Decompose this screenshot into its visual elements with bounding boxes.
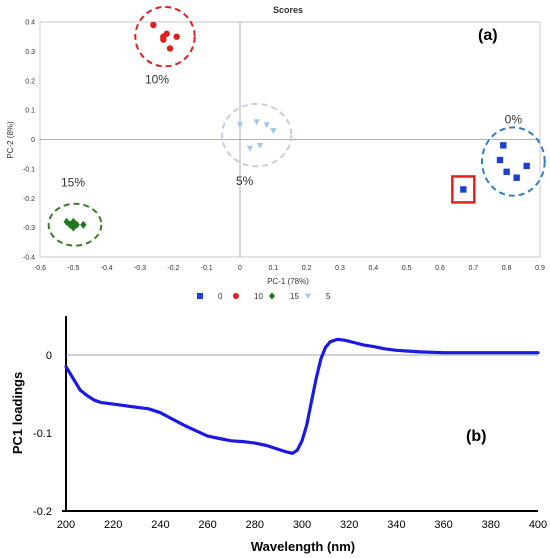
legend-marker-15 xyxy=(269,292,275,300)
score-point-5 xyxy=(270,128,277,134)
x-tick-label: -0.2 xyxy=(167,265,179,272)
panel-label-a: (a) xyxy=(478,27,498,44)
score-point-0 xyxy=(513,174,520,181)
loadings-axis-label: PC1 loadings xyxy=(10,372,25,454)
wavelength-tick-label: 200 xyxy=(57,519,75,531)
score-point-5 xyxy=(263,122,270,129)
y-tick-label: 0.1 xyxy=(25,108,35,115)
cluster-ellipse-15 xyxy=(47,202,103,247)
wavelength-tick-label: 260 xyxy=(198,519,216,531)
wavelength-tick-labels: 200 220 240 260 280 300 320 340 360 380 400 xyxy=(57,519,547,531)
score-point-10 xyxy=(163,30,170,37)
x-tick-label: -0.4 xyxy=(101,265,113,272)
loading-tick-labels: 0 -0.1 -0.2 xyxy=(33,350,52,518)
x-tick-label: 0.9 xyxy=(535,265,545,272)
score-point-15 xyxy=(63,217,70,226)
score-point-0 xyxy=(460,186,467,193)
x-tick-label: -0.6 xyxy=(34,265,46,272)
y-tick-label: 0.2 xyxy=(25,78,35,85)
score-point-15 xyxy=(80,220,87,229)
legend-marker-5 xyxy=(305,293,311,299)
cluster-label-15: 15% xyxy=(61,176,85,190)
wavelength-axis-label: Wavelength (nm) xyxy=(251,539,355,554)
x-tick-label: 0.5 xyxy=(402,265,412,272)
score-point-0 xyxy=(500,142,507,149)
scores-plot-title: Scores xyxy=(273,5,303,15)
loading-tick-label: -0.1 xyxy=(33,428,52,440)
x-tick-labels: -0.6 -0.5 -0.4 -0.3 -0.2 -0.1 0 0.1 0.2 0.3 0.4 0.5… xyxy=(34,265,545,272)
legend-label-15: 15 xyxy=(290,292,299,301)
x-tick-label: 0.2 xyxy=(302,265,312,272)
loading-tick-label: -0.2 xyxy=(33,506,52,518)
score-points xyxy=(63,21,530,232)
y-tick-label: -0.4 xyxy=(23,255,35,262)
score-point-5 xyxy=(236,122,244,129)
panel-label-b: (b) xyxy=(466,428,486,445)
cluster-ellipse-5 xyxy=(220,102,293,168)
cluster-ellipse-0 xyxy=(480,126,546,197)
legend-marker-0 xyxy=(197,293,203,299)
scores-y-axis-label: PC-2 (8%) xyxy=(6,121,15,159)
x-tick-label: 0.3 xyxy=(335,265,345,272)
y-tick-label: -0.3 xyxy=(23,225,35,232)
legend-label-5: 5 xyxy=(326,292,331,301)
legend-marker-10 xyxy=(233,293,239,299)
wavelength-tick-label: 360 xyxy=(434,519,452,531)
wavelength-tick-label: 300 xyxy=(293,519,311,531)
wavelength-tick-label: 320 xyxy=(340,519,358,531)
score-point-5 xyxy=(246,145,254,152)
x-tick-label: -0.3 xyxy=(134,265,146,272)
wavelength-tick-label: 280 xyxy=(246,519,264,531)
y-tick-labels: -0.4 -0.3 -0.2 -0.1 0 0.1 0.2 0.3 0.4 xyxy=(23,20,35,262)
y-tick-label: 0.3 xyxy=(25,49,35,56)
score-point-10 xyxy=(166,45,174,52)
x-tick-label: 0.7 xyxy=(468,265,478,272)
score-point-5 xyxy=(256,142,264,149)
score-point-10 xyxy=(173,33,180,40)
cluster-ellipses xyxy=(47,5,546,247)
legend: 0 10 15 5 xyxy=(197,292,331,301)
x-tick-label: 0.1 xyxy=(268,265,278,272)
legend-label-0: 0 xyxy=(218,292,223,301)
cluster-label-10: 10% xyxy=(145,73,169,87)
cluster-label-5: 5% xyxy=(236,174,254,188)
cluster-label-0: 0% xyxy=(505,113,523,127)
y-tick-label: 0 xyxy=(31,137,35,144)
score-point-15 xyxy=(70,217,77,226)
y-tick-label: -0.2 xyxy=(23,196,35,203)
scores-x-axis-label: PC-1 (78%) xyxy=(267,277,309,286)
highlight-box xyxy=(451,175,476,204)
y-tick-label: -0.1 xyxy=(23,166,35,173)
wavelength-tick-label: 220 xyxy=(104,519,122,531)
score-point-10 xyxy=(150,21,157,29)
x-tick-label: 0.6 xyxy=(435,265,445,272)
x-tick-label: -0.1 xyxy=(201,265,213,272)
score-point-10 xyxy=(160,36,167,43)
pc1-loadings-line xyxy=(64,337,540,455)
legend-label-10: 10 xyxy=(254,292,263,301)
wavelength-tick-label: 340 xyxy=(387,519,405,531)
wavelength-tick-label: 400 xyxy=(529,519,547,531)
score-point-0 xyxy=(523,162,530,170)
score-point-0 xyxy=(496,156,504,164)
wavelength-tick-label: 240 xyxy=(151,519,169,531)
x-tick-label: 0.4 xyxy=(368,265,378,272)
x-tick-label: 0 xyxy=(238,265,242,272)
scores-plot: Scores -0.6 -0.5 -0.4 -0.3 -0.2 -0.1 0 0.1 0.2 0.… xyxy=(6,5,546,301)
score-point-5 xyxy=(253,119,260,126)
y-tick-label: 0.4 xyxy=(25,20,35,27)
x-tick-label: 0.8 xyxy=(502,265,512,272)
score-point-0 xyxy=(503,168,510,176)
loadings-plot: 200 220 240 260 280 300 320 340 360 380 400 0 -0.1 -… xyxy=(10,316,547,554)
cluster-ellipse-10 xyxy=(134,5,196,68)
loading-tick-label: 0 xyxy=(46,350,52,362)
x-tick-label: -0.5 xyxy=(67,265,79,272)
cluster-annotations: 0% 10% 15% 5% xyxy=(61,73,522,190)
wavelength-tick-label: 380 xyxy=(482,519,500,531)
